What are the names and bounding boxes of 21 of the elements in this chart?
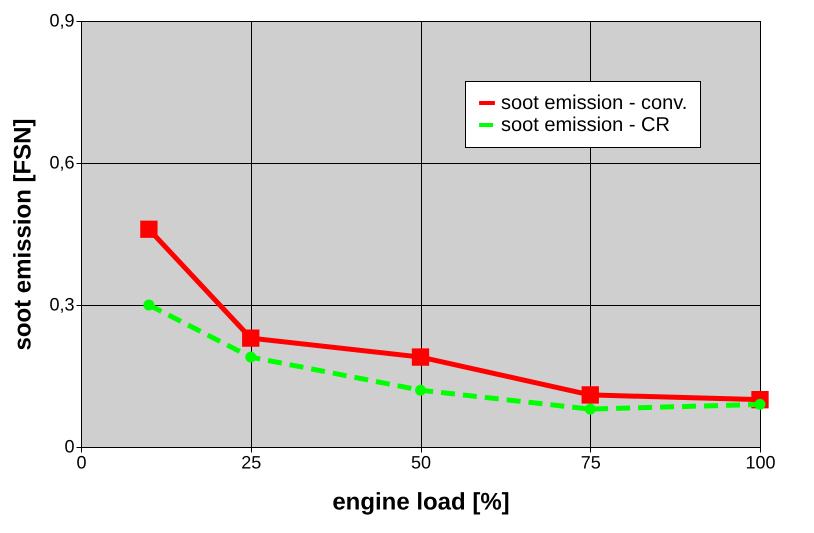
x-tick-label: 50 (410, 452, 432, 472)
legend-label: soot emission - conv. (501, 92, 688, 114)
point (415, 384, 426, 396)
x-axis-title: engine load [%] (332, 488, 510, 516)
point (143, 300, 154, 310)
y-tick-label: 0,6 (49, 152, 74, 172)
point (242, 329, 260, 347)
x-tick-label: 0 (76, 452, 87, 472)
point (245, 352, 256, 363)
point (582, 386, 599, 404)
y-axis-title: soot emission [FSN] (9, 118, 36, 351)
y-tick-label: 0,9 (49, 10, 74, 30)
point (140, 220, 158, 238)
x-tick-label: 100 (745, 452, 776, 472)
point (584, 404, 596, 415)
y-tick-label: 0 (64, 436, 74, 456)
x-tick-label: 75 (580, 452, 601, 472)
legend-label: soot emission - CR (501, 114, 670, 136)
x-tick-label: 25 (241, 452, 262, 472)
point (412, 348, 430, 366)
y-tick-label: 0,3 (49, 294, 74, 314)
